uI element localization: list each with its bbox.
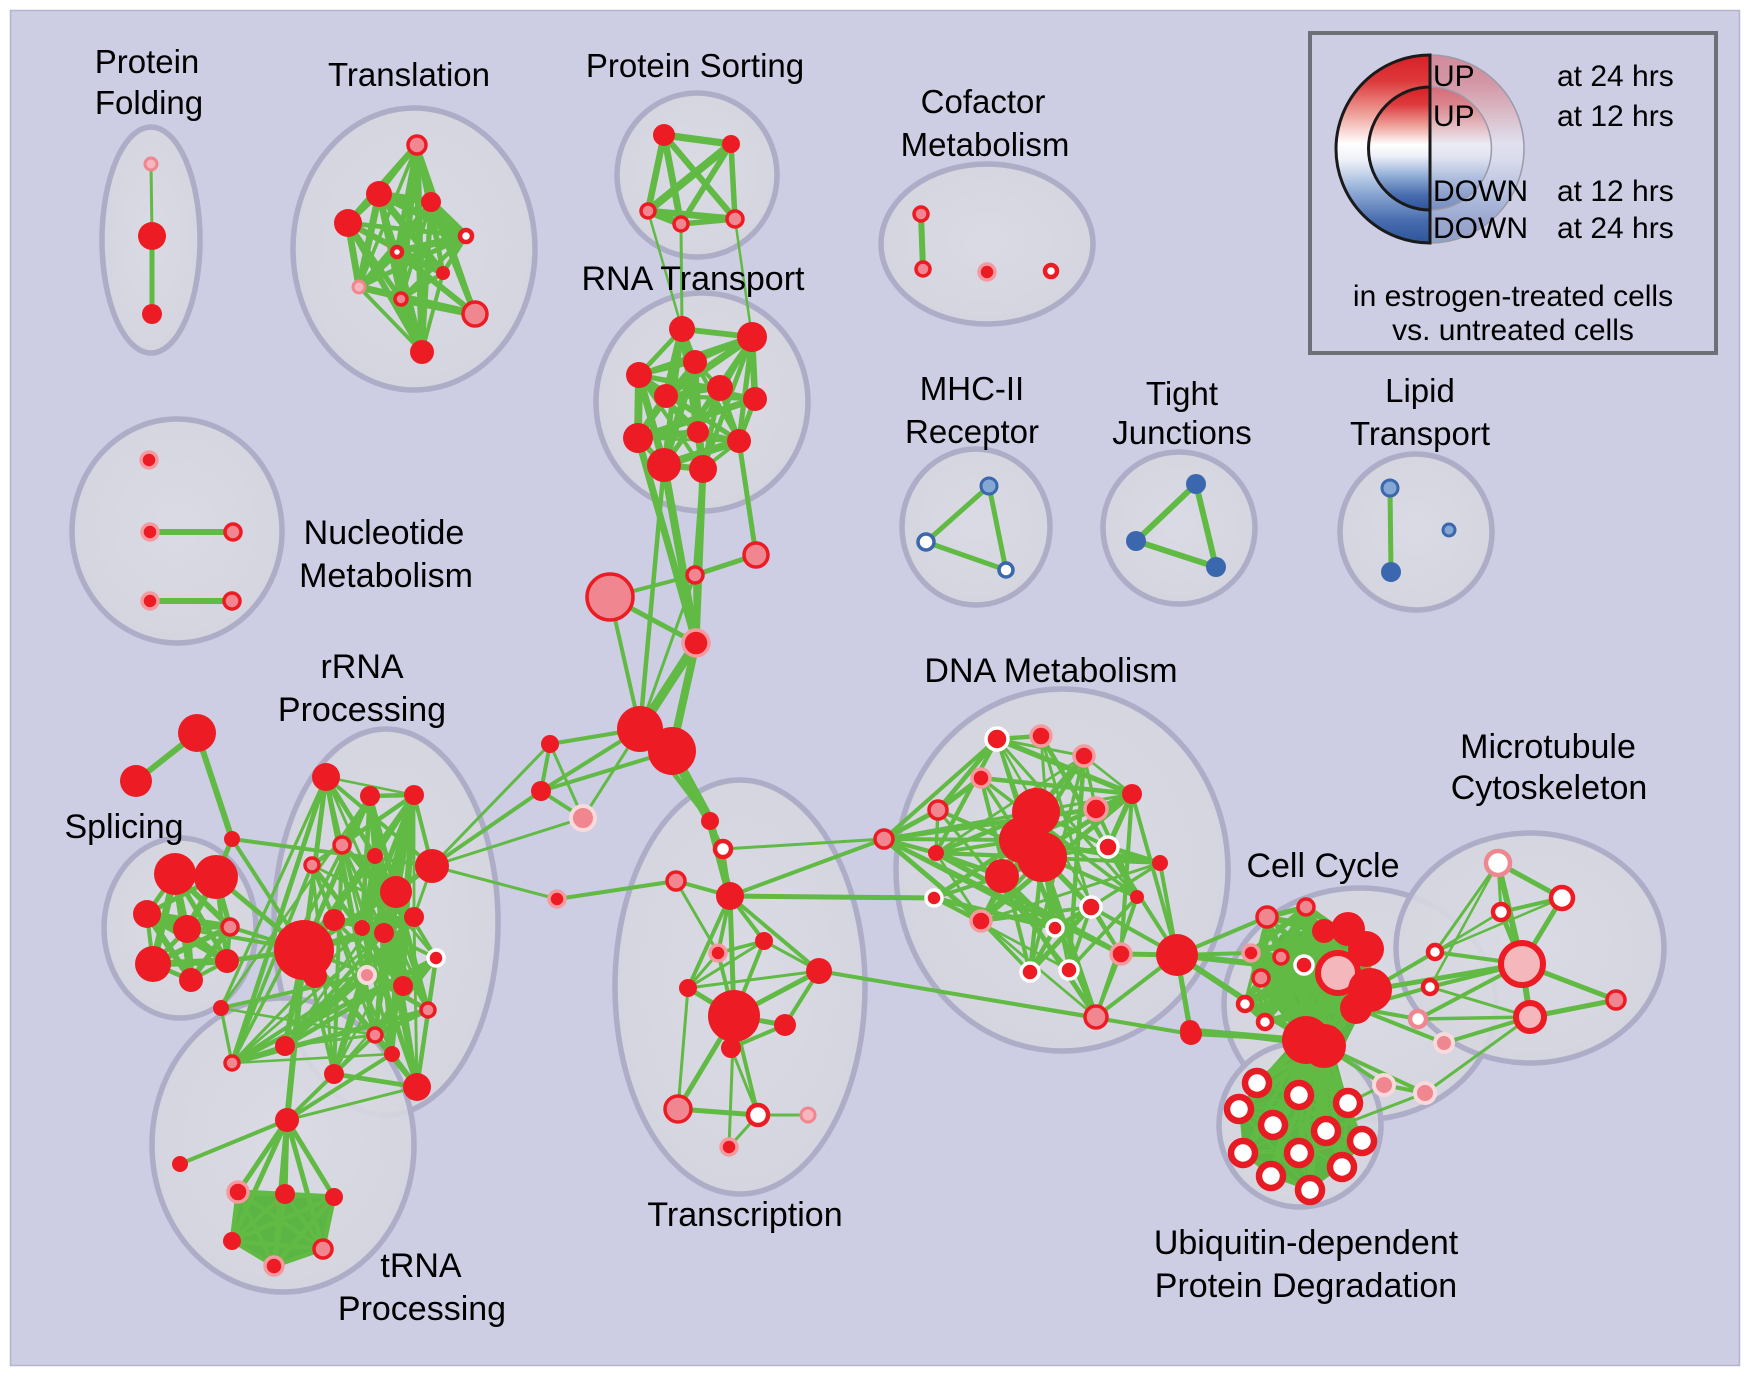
svg-text:Lipid: Lipid [1385, 372, 1455, 409]
svg-text:Metabolism: Metabolism [299, 557, 473, 595]
svg-text:Cell Cycle: Cell Cycle [1246, 847, 1399, 885]
svg-text:Junctions: Junctions [1112, 414, 1251, 451]
svg-text:at 24 hrs: at 24 hrs [1557, 60, 1674, 93]
svg-text:RNA Transport: RNA Transport [582, 260, 806, 298]
svg-text:at 12 hrs: at 12 hrs [1557, 100, 1674, 133]
svg-text:Cytoskeleton: Cytoskeleton [1451, 769, 1648, 807]
svg-text:in estrogen-treated cells: in estrogen-treated cells [1353, 280, 1673, 313]
svg-text:Splicing: Splicing [64, 808, 183, 846]
svg-text:Ubiquitin-dependent: Ubiquitin-dependent [1154, 1224, 1459, 1262]
svg-text:Microtubule: Microtubule [1460, 728, 1636, 766]
svg-text:Cofactor: Cofactor [921, 83, 1046, 120]
svg-text:Processing: Processing [278, 691, 446, 729]
svg-text:Metabolism: Metabolism [901, 126, 1070, 163]
svg-text:rRNA: rRNA [320, 648, 403, 686]
svg-text:UP: UP [1433, 100, 1475, 133]
svg-text:UP: UP [1433, 60, 1475, 93]
svg-text:Protein Degradation: Protein Degradation [1155, 1267, 1457, 1305]
svg-text:Receptor: Receptor [905, 413, 1039, 450]
svg-text:at 24 hrs: at 24 hrs [1557, 212, 1674, 245]
svg-text:DOWN: DOWN [1433, 175, 1528, 208]
svg-text:Transport: Transport [1350, 415, 1490, 452]
svg-text:Folding: Folding [95, 84, 203, 121]
svg-text:Transcription: Transcription [647, 1196, 842, 1234]
svg-text:tRNA: tRNA [380, 1247, 462, 1285]
svg-text:DOWN: DOWN [1433, 212, 1528, 245]
svg-text:DNA Metabolism: DNA Metabolism [924, 652, 1177, 690]
svg-text:Processing: Processing [338, 1290, 506, 1328]
svg-text:Protein: Protein [95, 43, 200, 80]
svg-text:at 12 hrs: at 12 hrs [1557, 175, 1674, 208]
svg-text:Tight: Tight [1146, 375, 1218, 412]
svg-text:Translation: Translation [328, 56, 490, 93]
svg-text:vs. untreated cells: vs. untreated cells [1392, 314, 1634, 347]
svg-text:Protein Sorting: Protein Sorting [586, 47, 804, 84]
svg-text:MHC-II: MHC-II [920, 370, 1024, 407]
svg-text:Nucleotide: Nucleotide [304, 514, 465, 552]
